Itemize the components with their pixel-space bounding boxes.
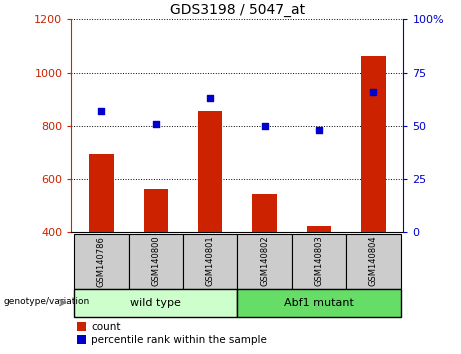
Text: GSM140804: GSM140804 — [369, 236, 378, 286]
Bar — [183, 234, 237, 289]
Bar — [292, 234, 346, 289]
Text: wild type: wild type — [130, 298, 181, 308]
Point — [98, 108, 105, 114]
Bar — [74, 289, 237, 317]
Bar — [237, 289, 401, 317]
Text: Abf1 mutant: Abf1 mutant — [284, 298, 354, 308]
Text: GSM140786: GSM140786 — [97, 236, 106, 286]
Point — [315, 127, 323, 133]
Bar — [307, 226, 331, 232]
Bar — [361, 56, 386, 232]
Text: GSM140802: GSM140802 — [260, 236, 269, 286]
Bar — [74, 234, 129, 289]
Title: GDS3198 / 5047_at: GDS3198 / 5047_at — [170, 3, 305, 17]
Text: GSM140801: GSM140801 — [206, 236, 215, 286]
Bar — [129, 234, 183, 289]
Point — [370, 89, 377, 95]
Bar — [346, 234, 401, 289]
Text: genotype/variation: genotype/variation — [4, 297, 90, 306]
Text: GSM140800: GSM140800 — [151, 236, 160, 286]
Point — [152, 121, 160, 126]
Bar — [143, 189, 168, 232]
Bar — [237, 234, 292, 289]
Text: GSM140803: GSM140803 — [314, 236, 324, 286]
Bar — [252, 194, 277, 232]
Bar — [198, 111, 223, 232]
Point — [207, 95, 214, 101]
Legend: count, percentile rank within the sample: count, percentile rank within the sample — [77, 322, 267, 345]
Point — [261, 123, 268, 129]
Bar — [89, 154, 113, 232]
